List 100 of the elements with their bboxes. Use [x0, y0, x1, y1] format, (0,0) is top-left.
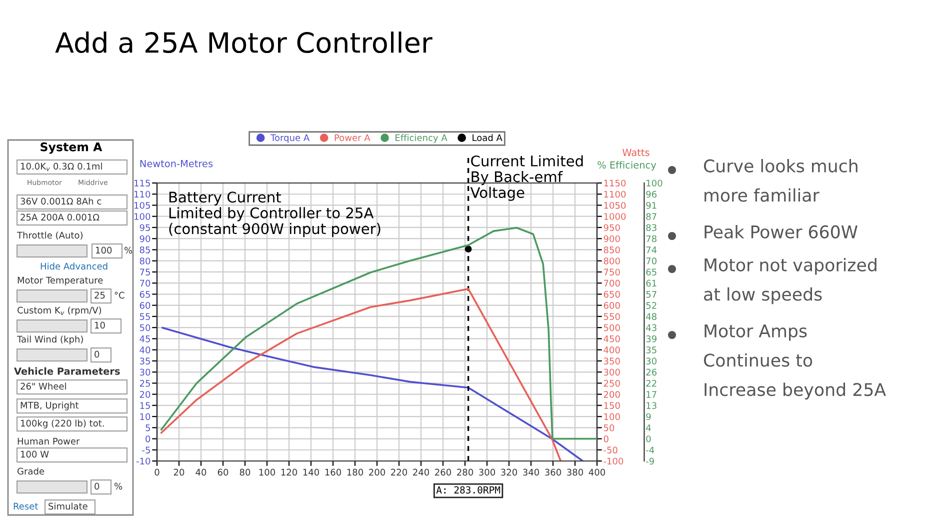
y2-tick-label: 400 [604, 346, 620, 354]
y2-tick-label: 850 [604, 246, 620, 254]
text: Human Power [18, 438, 80, 445]
text: 10.0K$_{v}$ 0.3Ω 0.1ml [20, 162, 102, 171]
y-tick-label: 65 [140, 290, 150, 298]
annotation: Current Limited By Back-emf Voltage [470, 155, 583, 201]
y-tick-label: 35 [140, 358, 150, 364]
y3-tick-label: 48 [646, 313, 656, 320]
y2-tick-label: -50 [604, 446, 618, 454]
y3-tick-label: 0 [646, 435, 651, 442]
y3-tick-label: -9 [646, 458, 654, 465]
y2-tick-label: 650 [604, 290, 620, 298]
y2-tick-label: 300 [604, 368, 620, 376]
y-tick-label: 110 [134, 190, 150, 198]
text: Motor not vaporized at low speeds [704, 258, 876, 304]
x-tick-label: 40 [196, 468, 206, 476]
text: Curve looks much more familiar [704, 159, 858, 202]
x-tick-label: 200 [369, 468, 386, 476]
x-tick-label: 380 [567, 468, 584, 476]
legend-label: Power A [334, 134, 370, 142]
y2-tick-label: 900 [604, 235, 620, 242]
y2-tick-label: 750 [604, 268, 620, 276]
text: 100 [96, 246, 112, 254]
y-tick-label: 45 [140, 336, 150, 342]
y2-tick-label: 800 [604, 258, 620, 264]
y2-tick-label: 150 [604, 402, 620, 409]
text: Motor Temperature [18, 276, 103, 286]
y3-tick-label: 52 [646, 302, 656, 309]
x-tick-label: 220 [391, 468, 408, 476]
y-tick-label: 15 [140, 402, 150, 409]
y3-tick-label: 74 [646, 246, 657, 254]
line-series [160, 288, 562, 461]
y-tick-label: 30 [140, 368, 150, 376]
y-tick-label: 5 [146, 424, 150, 432]
text: Hide Advanced [40, 262, 108, 270]
text: Custom K$_{v}$ (rpm/V) [18, 306, 102, 316]
y-tick-label: 10 [140, 413, 150, 420]
y3-tick-label: 91 [646, 202, 656, 209]
y-tick-label: 25 [140, 380, 150, 387]
y3-tick-label: 30 [646, 358, 656, 364]
y-tick-label: 75 [140, 268, 150, 276]
y3-tick-label: 78 [646, 235, 656, 242]
text: 0 [94, 482, 100, 490]
text: Reset [14, 502, 38, 510]
legend-label: Efficiency A [396, 134, 448, 143]
x-tick-label: 300 [479, 468, 496, 476]
text: 36V 0.001Ω 8Ah c [20, 198, 102, 205]
y-tick-label: 90 [140, 235, 150, 242]
y2-tick-label: 700 [604, 280, 620, 287]
x-tick-label: 60 [218, 468, 228, 476]
x-tick-label: 140 [303, 468, 320, 476]
y2-tick-label: 100 [604, 413, 620, 420]
y3-tick-label: 39 [646, 335, 656, 342]
text: Motor Amps Continues to Increase beyond 25A [704, 324, 886, 400]
y-tick-label: 70 [140, 280, 150, 287]
y-tick-label: 95 [140, 224, 150, 232]
y3-tick-label: 35 [646, 346, 656, 354]
y2-tick-label: -100 [604, 458, 624, 465]
x-tick-label: 0 [154, 468, 160, 476]
text: Peak Power 660W [704, 225, 858, 238]
x-tick-label: 320 [501, 468, 518, 476]
y2-tick-label: 250 [604, 380, 620, 387]
y3-tick-label: 65 [646, 268, 656, 276]
text: 100 W [20, 450, 49, 458]
y3-tick-label: 22 [646, 380, 656, 387]
y2-tick-label: 350 [604, 358, 620, 364]
text: 25 [94, 292, 105, 299]
y2-tick-label: 1100 [604, 190, 626, 198]
x-tick-label: 180 [347, 468, 364, 476]
x-tick-label: 20 [174, 468, 184, 476]
y3-tick-label: 83 [646, 224, 656, 232]
text: 100kg (220 lb) tot. [20, 420, 104, 428]
y2-tick-label: 1150 [604, 180, 626, 187]
y-tick-label: 50 [140, 324, 150, 332]
text: Vehicle Parameters [14, 367, 120, 375]
y2-tick-label: 950 [604, 224, 620, 232]
y3-tick-label: 4 [646, 424, 651, 432]
y-tick-label: 105 [134, 202, 150, 209]
x-tick-label: 160 [325, 468, 342, 476]
ref-line-label: A: 283.0RPM [436, 486, 500, 494]
y2-tick-label: 1050 [604, 202, 626, 209]
x-tick-label: 120 [281, 468, 298, 476]
y2-tick-label: 450 [604, 335, 620, 342]
y2-tick-label: 50 [604, 424, 614, 432]
y3-tick-label: 100 [646, 180, 662, 187]
y-tick-label: 20 [140, 391, 150, 398]
y2-tick-label: 200 [604, 391, 620, 398]
x-tick-label: 240 [413, 468, 430, 476]
y3-tick-label: -4 [646, 446, 654, 454]
text: Throttle (Auto) [16, 232, 83, 240]
x-tick-label: 340 [523, 468, 540, 476]
y2-tick-label: 1000 [604, 213, 626, 220]
y-axis-title: Newton-Metres [140, 160, 213, 168]
y3-tick-label: 70 [646, 258, 656, 264]
y2-tick-label: 500 [604, 324, 620, 332]
x-tick-label: 80 [240, 468, 250, 476]
x-tick-label: 360 [545, 468, 562, 476]
y3-axis-title: % Efficiency [598, 161, 656, 170]
text: 10 [94, 322, 105, 329]
x-tick-label: 280 [457, 468, 474, 476]
